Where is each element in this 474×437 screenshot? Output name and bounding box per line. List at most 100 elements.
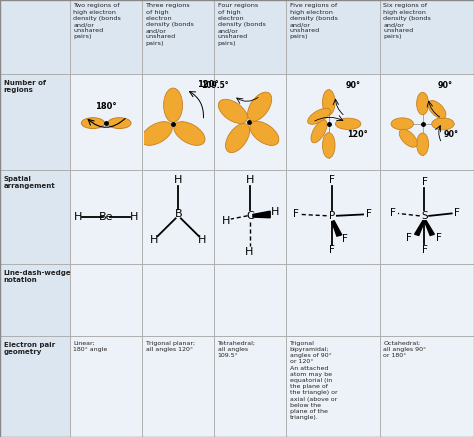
Ellipse shape	[428, 101, 446, 118]
Ellipse shape	[250, 121, 279, 146]
Bar	[70, 264, 142, 336]
Bar	[142, 336, 214, 437]
Text: F: F	[421, 177, 428, 187]
Polygon shape	[425, 220, 434, 236]
Bar	[214, 74, 286, 170]
Bar	[286, 74, 380, 170]
Text: H: H	[74, 212, 82, 222]
Text: F: F	[391, 208, 396, 218]
Text: H: H	[150, 236, 158, 246]
Text: Tetrahedral;
all angles
109.5°: Tetrahedral; all angles 109.5°	[218, 341, 255, 358]
Ellipse shape	[322, 90, 335, 115]
Text: S: S	[421, 211, 428, 221]
Ellipse shape	[219, 99, 247, 123]
Ellipse shape	[108, 118, 131, 128]
Bar	[70, 170, 142, 264]
Bar	[380, 0, 474, 74]
Text: 120°: 120°	[346, 130, 367, 139]
Text: Octahedral;
all angles 90°
or 180°: Octahedral; all angles 90° or 180°	[383, 341, 427, 358]
Text: B: B	[174, 209, 182, 219]
Ellipse shape	[174, 121, 205, 146]
Text: H: H	[222, 216, 230, 225]
Text: F: F	[366, 209, 372, 219]
Text: Trigonal planar;
all angles 120°: Trigonal planar; all angles 120°	[146, 341, 195, 352]
Bar	[380, 170, 474, 264]
Bar	[70, 0, 142, 74]
Ellipse shape	[164, 88, 182, 122]
Bar	[214, 170, 286, 264]
Text: Trigonal
bipyramidal;
angles of 90°
or 120°
An attached
atom may be
equatorial (: Trigonal bipyramidal; angles of 90° or 1…	[290, 341, 337, 420]
Text: F: F	[421, 245, 428, 254]
Ellipse shape	[322, 133, 335, 158]
Ellipse shape	[226, 124, 250, 153]
Bar	[70, 336, 142, 437]
Text: F: F	[406, 233, 412, 243]
Bar	[214, 0, 286, 74]
Bar	[214, 264, 286, 336]
Text: P: P	[328, 211, 335, 221]
Text: Three regions
of high
electron
density (bonds
and/or
unshared
pairs): Three regions of high electron density (…	[146, 3, 193, 46]
Bar	[142, 264, 214, 336]
Ellipse shape	[417, 92, 428, 115]
Text: Electron pair
geometry: Electron pair geometry	[4, 342, 55, 355]
Text: Number of
regions: Number of regions	[4, 80, 46, 93]
Polygon shape	[332, 221, 342, 236]
Polygon shape	[253, 211, 270, 218]
Bar	[380, 264, 474, 336]
Ellipse shape	[82, 118, 105, 128]
Text: 180°: 180°	[95, 102, 117, 111]
Text: H: H	[246, 175, 255, 184]
Text: H: H	[198, 236, 207, 246]
Bar	[0, 170, 70, 264]
Ellipse shape	[399, 129, 417, 147]
Text: Be: Be	[99, 212, 113, 222]
Text: Six regions of
high electron
density (bonds
and/or
unshared
pairs): Six regions of high electron density (bo…	[383, 3, 431, 39]
Bar	[142, 0, 214, 74]
Ellipse shape	[141, 121, 173, 146]
Text: H: H	[130, 212, 138, 222]
Ellipse shape	[247, 92, 272, 121]
Bar	[142, 170, 214, 264]
Text: Spatial
arrangement: Spatial arrangement	[4, 176, 55, 189]
Ellipse shape	[417, 133, 428, 156]
Bar	[0, 0, 70, 74]
Text: F: F	[342, 234, 347, 244]
Text: Linear;
180° angle: Linear; 180° angle	[73, 341, 108, 352]
Text: F: F	[454, 208, 460, 218]
Text: 90°: 90°	[444, 130, 459, 139]
Bar	[286, 0, 380, 74]
Bar	[0, 336, 70, 437]
Text: H: H	[270, 208, 279, 218]
Bar	[286, 264, 380, 336]
Bar	[286, 170, 380, 264]
Polygon shape	[415, 220, 425, 236]
Text: H: H	[245, 247, 254, 257]
Text: F: F	[329, 245, 335, 255]
Bar	[214, 336, 286, 437]
Text: F: F	[436, 233, 442, 243]
Ellipse shape	[391, 118, 413, 130]
Text: F: F	[329, 175, 335, 184]
Bar	[70, 74, 142, 170]
Text: 90°: 90°	[345, 80, 360, 90]
Text: 109.5°: 109.5°	[201, 81, 229, 90]
Ellipse shape	[336, 118, 361, 129]
Text: Five regions of
high electron
density (bonds
and/or
unshared
pairs): Five regions of high electron density (b…	[290, 3, 337, 39]
Bar	[380, 336, 474, 437]
Bar	[0, 74, 70, 170]
Text: Four regions
of high
electron
density (bonds
and/or
unshared
pairs): Four regions of high electron density (b…	[218, 3, 265, 46]
Bar	[380, 74, 474, 170]
Text: Two regions of
high electron
density (bonds
and/or
unshared
pairs): Two regions of high electron density (bo…	[73, 3, 121, 39]
Text: Line-dash-wedge
notation: Line-dash-wedge notation	[4, 270, 72, 283]
Ellipse shape	[308, 108, 330, 124]
Ellipse shape	[432, 118, 454, 130]
Ellipse shape	[311, 120, 327, 143]
Bar	[142, 74, 214, 170]
Bar	[286, 336, 380, 437]
Text: F: F	[293, 209, 299, 219]
Text: C: C	[246, 211, 254, 221]
Text: H: H	[174, 175, 182, 184]
Text: 120°: 120°	[197, 80, 219, 89]
Bar	[0, 264, 70, 336]
Text: 90°: 90°	[438, 80, 453, 90]
